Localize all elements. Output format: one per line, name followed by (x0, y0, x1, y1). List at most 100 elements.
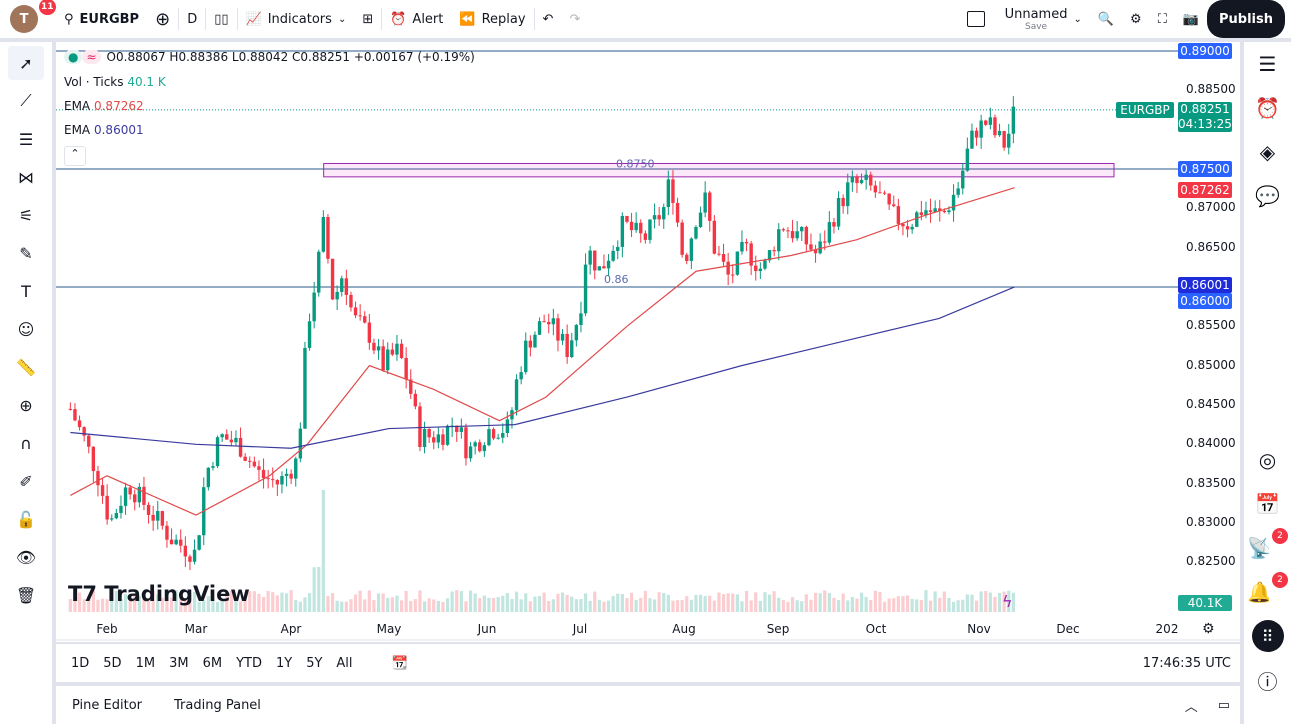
candle-body (422, 429, 427, 448)
templates-button[interactable]: ⊞ (354, 0, 381, 38)
candle-body (225, 434, 229, 440)
alerts-button[interactable]: ⏰ (1244, 86, 1291, 130)
clock-timezone[interactable]: 17:46:35 UTC (1142, 655, 1231, 671)
undo-button[interactable]: ↶ (535, 0, 562, 38)
candle-body (119, 505, 123, 514)
axis-settings-button[interactable]: ⚙ (1202, 621, 1215, 637)
volume-bar (744, 590, 749, 612)
cursor-icon: ➚ (19, 53, 33, 73)
volume-bar (455, 590, 459, 612)
emoji-tool[interactable]: ☺ (8, 312, 44, 346)
lock-tool[interactable]: 🔓 (8, 502, 44, 536)
candle-body (151, 514, 155, 521)
zoom-tool[interactable]: ⊕ (8, 388, 44, 422)
range-5d[interactable]: 5D (103, 655, 122, 671)
forecast-tool[interactable]: ⚟ (8, 198, 44, 232)
avatar[interactable]: T 11 (10, 0, 56, 33)
expand-panel-button[interactable]: ︿ (1175, 696, 1208, 715)
candle-body (740, 241, 744, 252)
publish-button[interactable]: Publish (1207, 0, 1285, 38)
range-3m[interactable]: 3M (169, 655, 189, 671)
volume-bar (570, 596, 574, 612)
candle-body (956, 188, 960, 195)
compare-button[interactable]: ⊕ (147, 0, 178, 38)
ema-slow-legend: EMA 0.86001 (64, 123, 144, 137)
ohlc-legend: ● ≈ O0.88067 H0.88386 L0.88042 C0.88251 +0… (64, 50, 475, 64)
hide-tool[interactable]: 👁 (8, 540, 44, 574)
indicators-button[interactable]: 📈 Indicators ⌄ (245, 11, 347, 27)
layers-button[interactable]: ◈ (1244, 130, 1291, 174)
chart-pane[interactable]: 0.8750 0.86 Feb Mar Apr May Jun Jul Aug Sep Oct Nov… (56, 42, 1240, 642)
chart-type-button[interactable]: ▯▯ (206, 0, 236, 38)
candle-body (634, 222, 638, 231)
range-6m[interactable]: 6M (202, 655, 223, 671)
collapse-legend-button[interactable]: ⌃ (64, 146, 86, 166)
watchlist-button[interactable]: ☰ (1244, 42, 1291, 86)
candle-body (919, 212, 924, 216)
range-5y[interactable]: 5Y (306, 655, 323, 671)
notifications-button[interactable]: 🔔 2 (1244, 570, 1291, 614)
text-tool[interactable]: T (8, 274, 44, 308)
price-label-0.86: 0.86000 (1178, 292, 1232, 309)
candle-body (192, 549, 197, 562)
tab-pine-editor[interactable]: Pine Editor (72, 697, 143, 713)
candle-body (970, 130, 974, 149)
volume-bar (450, 591, 454, 612)
volume-bar (1011, 592, 1015, 612)
alert-button[interactable]: ⏰ Alert (390, 11, 444, 27)
brush-tool[interactable]: ✎ (8, 236, 44, 270)
replay-button[interactable]: ⏪ Replay (459, 11, 526, 27)
chat-button[interactable]: 💬 (1244, 174, 1291, 218)
range-all[interactable]: All (336, 655, 353, 671)
candle-body (344, 278, 349, 295)
candle-body (229, 439, 234, 443)
tab-trading-panel[interactable]: Trading Panel (174, 697, 261, 713)
magnet-tool[interactable]: ∩ (8, 426, 44, 460)
volume-bar (183, 598, 187, 612)
range-1m[interactable]: 1M (135, 655, 156, 671)
fullscreen-button[interactable]: ⛶ (1150, 0, 1175, 38)
maximize-panel-button[interactable]: ▭ (1208, 698, 1240, 713)
delete-tool[interactable]: 🗑 (8, 578, 44, 612)
volume-bar (721, 594, 726, 612)
volume-bar (188, 593, 192, 612)
volume-bar (924, 590, 928, 612)
volume-bar (809, 599, 813, 612)
range-ytd[interactable]: YTD (236, 655, 262, 671)
measure-tool[interactable]: 📏 (8, 350, 44, 384)
volume-bar (579, 599, 583, 612)
fib-tool[interactable]: ☰ (8, 122, 44, 156)
symbol-search[interactable]: ⚲ EURGBP (64, 11, 140, 27)
data-window-button[interactable]: ◎ (1244, 438, 1291, 482)
cursor-tool[interactable]: ➚ (8, 46, 44, 80)
range-bar: 1D 5D 1M 3M 6M YTD 1Y 5Y All 📆 17:46:35 UTC (56, 644, 1240, 682)
redo-button[interactable]: ↷ (561, 0, 588, 38)
settings-button[interactable]: ⚙ (1122, 0, 1150, 38)
range-1d[interactable]: 1D (71, 655, 90, 671)
symbol-label: EURGBP (1116, 101, 1174, 118)
snapshot-button[interactable]: 📷 (1175, 0, 1207, 38)
apps-button[interactable]: ⠿ (1244, 614, 1291, 658)
date-range-button[interactable]: 📆 (378, 656, 422, 671)
range-1y[interactable]: 1Y (275, 655, 293, 671)
candle-body (206, 467, 211, 488)
lightning-icon[interactable]: ϟ (1002, 592, 1013, 611)
ideas-stream-button[interactable]: 📡 2 (1244, 526, 1291, 570)
pattern-tool[interactable]: ⋈ (8, 160, 44, 194)
candle-body (915, 212, 919, 227)
calendar-button[interactable]: 📅 (1244, 482, 1291, 526)
candle-body (813, 249, 818, 254)
trendline-tool[interactable]: ⟋ (8, 84, 44, 118)
interval-button[interactable]: D (187, 11, 198, 27)
candle-body (427, 429, 431, 438)
volume-bar (445, 598, 450, 612)
quick-search-button[interactable]: 🔍 (1090, 0, 1122, 38)
volume-bar (202, 600, 206, 612)
price-chart[interactable]: 0.8750 0.86 Feb Mar Apr May Jun Jul Aug Sep Oct Nov… (56, 42, 1240, 642)
lock-drawing-tool[interactable]: ✐ (8, 464, 44, 498)
candle-body (809, 244, 813, 250)
help-button[interactable]: ⓘ (1244, 658, 1291, 702)
layout-button[interactable]: Unnamed Save ⌄ (959, 0, 1090, 38)
candle-body (468, 446, 473, 459)
candle-body (96, 471, 100, 486)
